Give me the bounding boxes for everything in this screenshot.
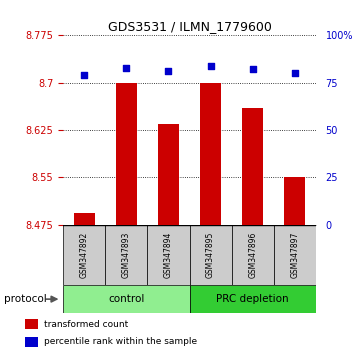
- Bar: [74, 213, 95, 225]
- Bar: [284, 177, 305, 225]
- Text: GSM347894: GSM347894: [164, 232, 173, 278]
- Point: [292, 70, 298, 76]
- Point: [81, 72, 87, 78]
- Text: control: control: [108, 294, 144, 304]
- Bar: [116, 83, 137, 225]
- Text: GSM347893: GSM347893: [122, 232, 131, 278]
- Bar: [105, 225, 147, 285]
- Point: [123, 65, 129, 70]
- Point: [208, 63, 213, 69]
- Text: protocol: protocol: [4, 294, 46, 304]
- Text: GSM347896: GSM347896: [248, 232, 257, 278]
- Bar: [190, 285, 316, 313]
- Text: GSM347895: GSM347895: [206, 232, 215, 278]
- Bar: [274, 225, 316, 285]
- Bar: [63, 285, 190, 313]
- Bar: [158, 124, 179, 225]
- Text: GSM347897: GSM347897: [290, 232, 299, 278]
- Bar: [25, 337, 38, 347]
- Title: GDS3531 / ILMN_1779600: GDS3531 / ILMN_1779600: [108, 20, 271, 33]
- Bar: [63, 225, 105, 285]
- Text: percentile rank within the sample: percentile rank within the sample: [44, 337, 197, 346]
- Point: [166, 69, 171, 74]
- Bar: [232, 225, 274, 285]
- Bar: [200, 83, 221, 225]
- Bar: [25, 319, 38, 329]
- Text: transformed count: transformed count: [44, 320, 128, 329]
- Text: PRC depletion: PRC depletion: [216, 294, 289, 304]
- Bar: [242, 108, 263, 225]
- Bar: [190, 225, 232, 285]
- Text: GSM347892: GSM347892: [80, 232, 89, 278]
- Bar: [147, 225, 190, 285]
- Point: [250, 67, 256, 72]
